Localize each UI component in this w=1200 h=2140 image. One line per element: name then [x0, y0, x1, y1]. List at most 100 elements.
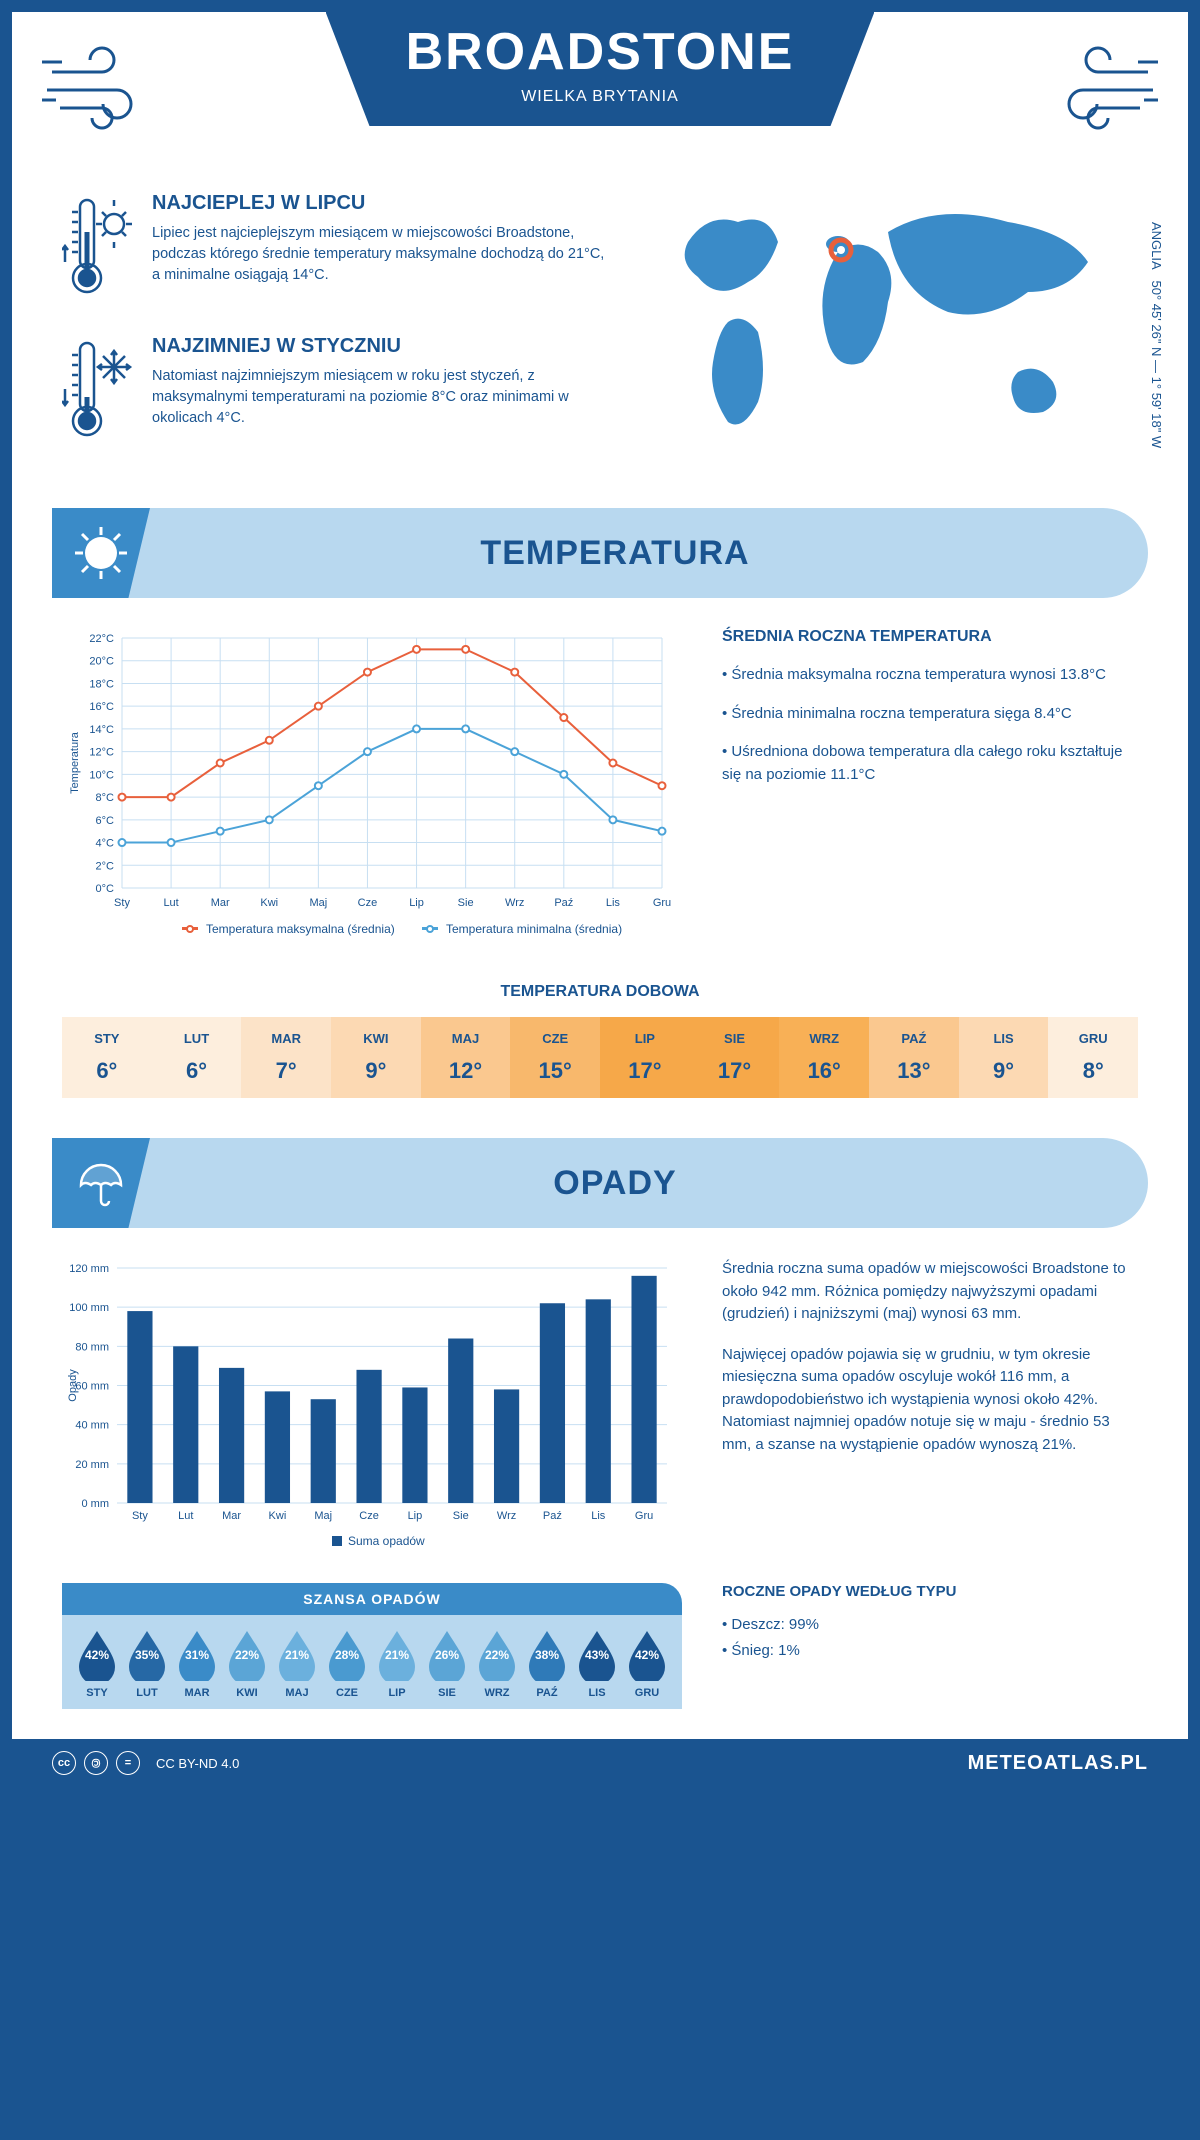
temperature-header: TEMPERATURA — [52, 508, 1148, 598]
svg-text:Sie: Sie — [453, 1510, 469, 1522]
coldest-text: Natomiast najzimniejszym miesiącem w rok… — [152, 366, 608, 429]
warmest-block: NAJCIEPLEJ W LIPCU Lipiec jest najcieple… — [62, 192, 608, 307]
svg-text:0°C: 0°C — [96, 883, 115, 895]
daily-temp-cell: MAR7° — [241, 1017, 331, 1098]
chance-drop: 31% MAR — [177, 1629, 217, 1699]
chance-drop: 35% LUT — [127, 1629, 167, 1699]
chance-drop: 26% SIE — [427, 1629, 467, 1699]
precipitation-chance: SZANSA OPADÓW 42% STY 35% LUT 31% MAR 22… — [62, 1583, 682, 1709]
annual-temp-list: Średnia maksymalna roczna temperatura wy… — [722, 664, 1138, 786]
chance-drop: 21% LIP — [377, 1629, 417, 1699]
svg-text:Sie: Sie — [458, 897, 474, 909]
info-section: NAJCIEPLEJ W LIPCU Lipiec jest najcieple… — [12, 182, 1188, 508]
daily-temp-title: TEMPERATURA DOBOWA — [62, 983, 1138, 1001]
chance-title: SZANSA OPADÓW — [62, 1583, 682, 1615]
svg-text:Gru: Gru — [653, 897, 671, 909]
daily-temp-cell: STY6° — [62, 1017, 152, 1098]
wind-icon — [1028, 42, 1158, 132]
svg-text:40 mm: 40 mm — [75, 1420, 109, 1432]
precip-para-2: Najwięcej opadów pojawia się w grudniu, … — [722, 1344, 1138, 1457]
svg-text:16°C: 16°C — [89, 701, 114, 713]
svg-text:12°C: 12°C — [89, 747, 114, 759]
precipitation-chart: 0 mm 20 mm 40 mm 60 mm 80 mm 100 mm 120 mm Opad… — [62, 1258, 682, 1563]
chance-drop: 28% CZE — [327, 1629, 367, 1699]
title-banner: BROADSTONE WIELKA BRYTANIA — [326, 12, 875, 126]
annual-item: Uśredniona dobowa temperatura dla całego… — [722, 741, 1138, 786]
umbrella-icon — [73, 1155, 129, 1211]
daily-temp-cell: LIP17° — [600, 1017, 690, 1098]
world-map — [638, 192, 1138, 462]
svg-text:80 mm: 80 mm — [75, 1341, 109, 1353]
svg-text:Suma opadów: Suma opadów — [348, 1534, 425, 1548]
svg-text:14°C: 14°C — [89, 724, 114, 736]
coldest-title: NAJZIMNIEJ W STYCZNIU — [152, 335, 608, 358]
svg-text:Sty: Sty — [132, 1510, 148, 1522]
svg-text:20°C: 20°C — [89, 656, 114, 668]
svg-text:100 mm: 100 mm — [69, 1302, 109, 1314]
svg-text:8°C: 8°C — [96, 792, 115, 804]
svg-text:Maj: Maj — [309, 897, 327, 909]
svg-text:Wrz: Wrz — [505, 897, 524, 909]
svg-text:18°C: 18°C — [89, 678, 114, 690]
svg-text:Kwi: Kwi — [260, 897, 278, 909]
svg-text:Paź: Paź — [554, 897, 573, 909]
nd-icon: = — [116, 1751, 140, 1775]
temperature-title: TEMPERATURA — [162, 534, 1148, 573]
daily-temp-cell: CZE15° — [510, 1017, 600, 1098]
daily-temp-cell: PAŹ13° — [869, 1017, 959, 1098]
thermometer-cold-icon — [62, 335, 134, 445]
sun-icon — [71, 523, 131, 583]
svg-text:6°C: 6°C — [96, 815, 115, 827]
daily-temp-cell: MAJ12° — [421, 1017, 511, 1098]
precipitation-title: OPADY — [162, 1164, 1148, 1203]
precipitation-by-type: ROCZNE OPADY WEDŁUG TYPU • Deszcz: 99%• … — [722, 1583, 1138, 1709]
temperature-chart: 0°C 2°C 4°C 6°C 8°C 10°C 12°C 14°C 16°C 18°C 20°C 2… — [62, 628, 682, 953]
daily-temp-cell: LUT6° — [152, 1017, 242, 1098]
svg-text:2°C: 2°C — [96, 860, 115, 872]
svg-text:Cze: Cze — [359, 1510, 379, 1522]
chance-drop: 42% STY — [77, 1629, 117, 1699]
precipitation-header: OPADY — [52, 1138, 1148, 1228]
svg-text:Kwi: Kwi — [269, 1510, 287, 1522]
chance-drop: 22% KWI — [227, 1629, 267, 1699]
wind-icon — [42, 42, 172, 132]
daily-temp-cell: KWI9° — [331, 1017, 421, 1098]
svg-text:Lip: Lip — [409, 897, 424, 909]
precip-type-title: ROCZNE OPADY WEDŁUG TYPU — [722, 1583, 1138, 1600]
svg-text:22°C: 22°C — [89, 633, 114, 645]
svg-text:Mar: Mar — [222, 1510, 241, 1522]
svg-text:60 mm: 60 mm — [75, 1381, 109, 1393]
daily-temp-cell: WRZ16° — [779, 1017, 869, 1098]
annual-item: Średnia maksymalna roczna temperatura wy… — [722, 664, 1138, 687]
daily-temperature: TEMPERATURA DOBOWA STY6°LUT6°MAR7°KWI9°M… — [12, 973, 1188, 1138]
svg-text:Lis: Lis — [591, 1510, 606, 1522]
site-name: METEOATLAS.PL — [968, 1752, 1148, 1775]
chance-drop: 38% PAŹ — [527, 1629, 567, 1699]
svg-text:Cze: Cze — [358, 897, 378, 909]
svg-text:Lut: Lut — [178, 1510, 193, 1522]
daily-temp-cell: LIS9° — [959, 1017, 1049, 1098]
svg-text:Maj: Maj — [314, 1510, 332, 1522]
svg-text:Opady: Opady — [67, 1369, 79, 1402]
cc-icon: cc — [52, 1751, 76, 1775]
coldest-block: NAJZIMNIEJ W STYCZNIU Natomiast najzimni… — [62, 335, 608, 450]
warmest-text: Lipiec jest najcieplejszym miesiącem w m… — [152, 223, 608, 286]
country-subtitle: WIELKA BRYTANIA — [406, 88, 795, 106]
daily-temp-cell: SIE17° — [690, 1017, 780, 1098]
svg-text:Gru: Gru — [635, 1510, 653, 1522]
svg-text:Wrz: Wrz — [497, 1510, 516, 1522]
svg-text:0 mm: 0 mm — [82, 1498, 110, 1510]
svg-text:120 mm: 120 mm — [69, 1263, 109, 1275]
svg-text:Temperatura maksymalna (średni: Temperatura maksymalna (średnia) — [206, 922, 395, 936]
svg-text:20 mm: 20 mm — [75, 1459, 109, 1471]
svg-text:4°C: 4°C — [96, 838, 115, 850]
svg-text:10°C: 10°C — [89, 769, 114, 781]
by-icon: 🄯 — [84, 1751, 108, 1775]
warmest-title: NAJCIEPLEJ W LIPCU — [152, 192, 608, 215]
precip-para-1: Średnia roczna suma opadów w miejscowośc… — [722, 1258, 1138, 1326]
header: BROADSTONE WIELKA BRYTANIA — [12, 12, 1188, 182]
svg-text:Lut: Lut — [163, 897, 178, 909]
chance-drop: 42% GRU — [627, 1629, 667, 1699]
thermometer-hot-icon — [62, 192, 134, 302]
annual-item: Średnia minimalna roczna temperatura się… — [722, 703, 1138, 726]
